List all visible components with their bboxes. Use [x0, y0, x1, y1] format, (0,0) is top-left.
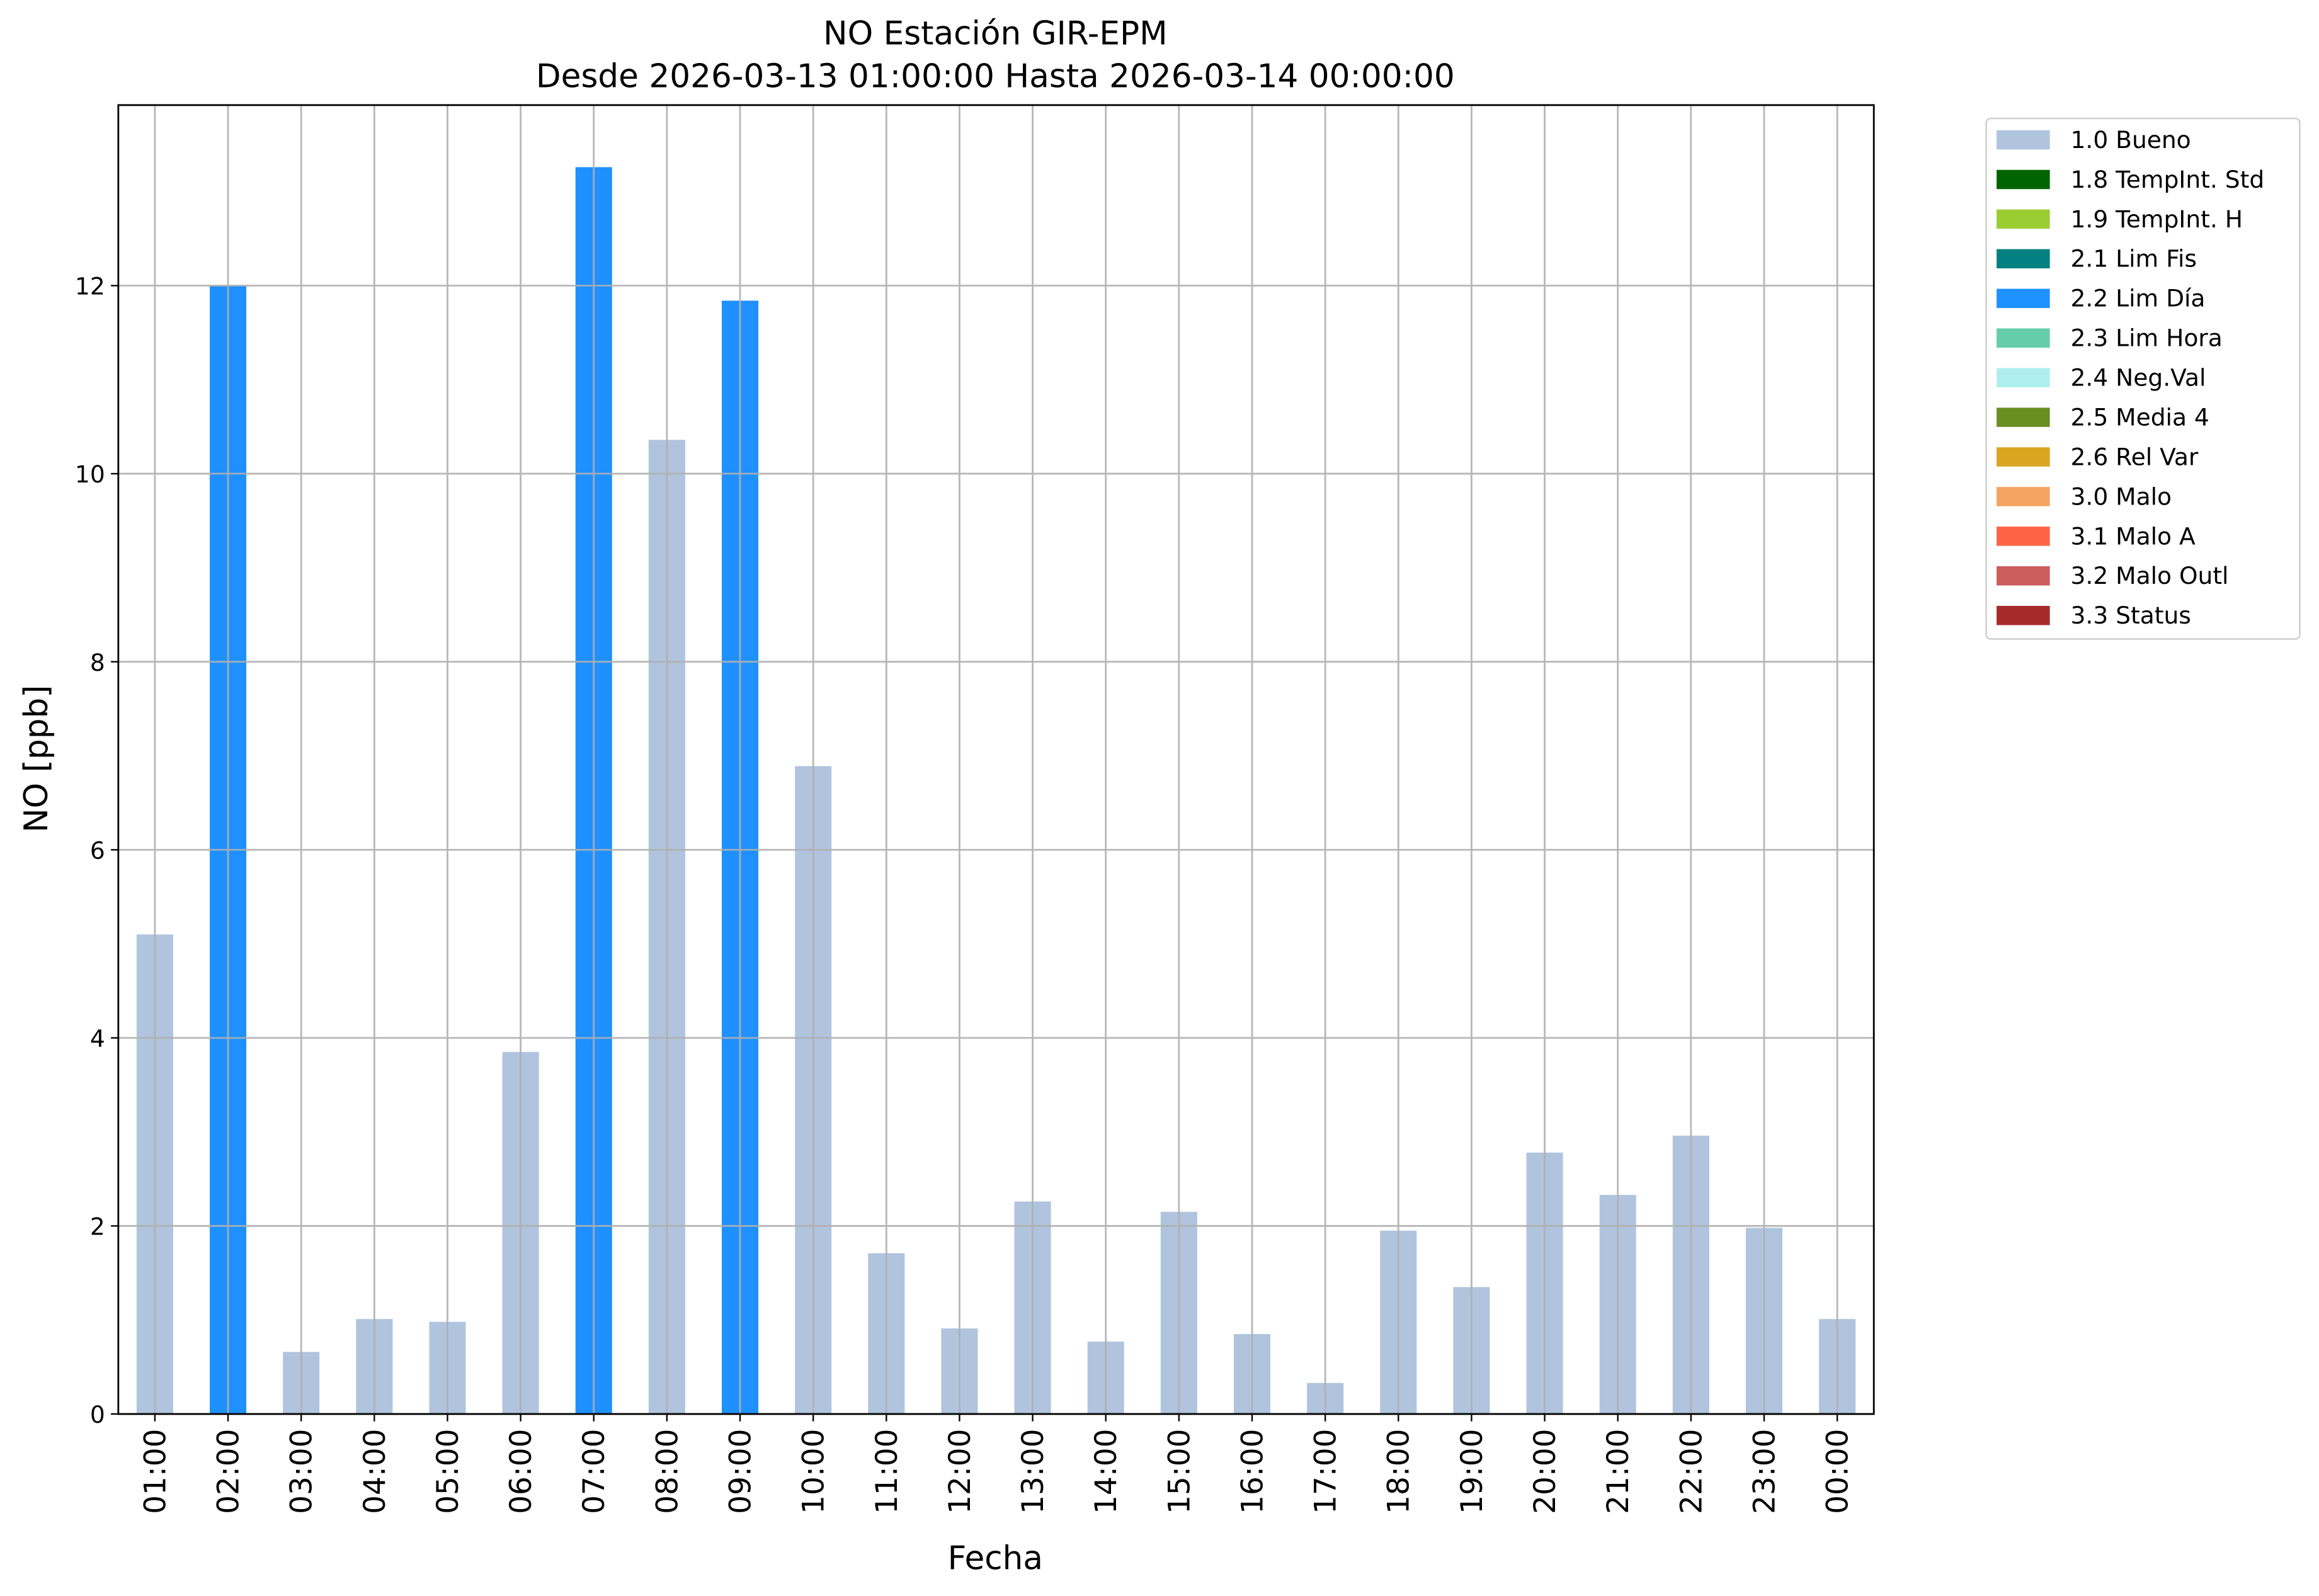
legend-swatch — [1997, 527, 2050, 546]
x-tick-label: 14:00 — [1089, 1429, 1124, 1514]
x-tick-label: 07:00 — [577, 1429, 612, 1514]
legend-label: 3.0 Malo — [2071, 482, 2172, 510]
x-tick-label: 18:00 — [1382, 1429, 1416, 1514]
legend-label: 3.3 Status — [2071, 601, 2191, 629]
x-tick-label: 21:00 — [1601, 1429, 1636, 1514]
y-tick-label: 8 — [90, 649, 105, 676]
legend-label: 2.6 Rel Var — [2071, 443, 2199, 470]
legend-box — [1985, 117, 2301, 640]
legend-swatch — [1997, 566, 2050, 586]
legend-swatch — [1997, 368, 2050, 387]
legend-label: 2.5 Media 4 — [2071, 403, 2209, 431]
legend-swatch — [1997, 209, 2050, 229]
legend-label: 1.9 TempInt. H — [2071, 205, 2243, 233]
legend-label: 1.8 TempInt. Std — [2071, 166, 2265, 193]
legend-swatch — [1997, 169, 2050, 190]
legend-label: 3.2 Malo Outl — [2071, 562, 2229, 590]
legend-swatch — [1997, 288, 2050, 309]
legend-swatch — [1997, 605, 2050, 625]
y-tick-label: 12 — [75, 273, 105, 300]
legend-swatch — [1997, 130, 2050, 150]
x-tick-label: 00:00 — [1821, 1429, 1855, 1514]
legend-label: 2.3 Lim Hora — [2071, 324, 2223, 352]
x-tick-label: 16:00 — [1235, 1429, 1270, 1514]
legend-swatch — [1997, 487, 2050, 506]
x-tick-label: 17:00 — [1309, 1429, 1343, 1514]
x-tick-label: 01:00 — [138, 1429, 173, 1514]
legend-swatch — [1997, 408, 2050, 427]
x-tick-label: 12:00 — [943, 1429, 977, 1514]
bars — [136, 167, 1856, 1415]
x-axis-label: Fecha — [948, 1540, 1043, 1578]
x-tick-label: 15:00 — [1162, 1429, 1197, 1514]
x-tick-label: 13:00 — [1016, 1429, 1051, 1514]
x-tick-label: 11:00 — [870, 1429, 904, 1514]
x-tick-label: 19:00 — [1455, 1429, 1490, 1514]
x-tick-label: 08:00 — [650, 1429, 685, 1514]
x-tick-label: 09:00 — [723, 1429, 758, 1514]
x-tick-label: 22:00 — [1674, 1429, 1709, 1514]
x-tick-label: 05:00 — [431, 1429, 465, 1514]
y-tick-label: 0 — [90, 1401, 105, 1428]
legend-swatch — [1997, 328, 2050, 348]
legend-label: 2.2 Lim Día — [2071, 285, 2206, 312]
legend-label: 3.1 Malo A — [2071, 522, 2196, 550]
legend-swatch — [1997, 249, 2050, 269]
y-tick-label: 2 — [90, 1213, 105, 1241]
x-tick-label: 06:00 — [504, 1429, 538, 1514]
x-tick-label: 10:00 — [797, 1429, 831, 1514]
legend-label: 2.1 Lim Fis — [2071, 245, 2197, 273]
chart-title: NO Estación GIR-EPM — [823, 15, 1168, 53]
y-tick-label: 6 — [90, 836, 105, 864]
x-tick-label: 02:00 — [212, 1429, 246, 1514]
plot-frame — [117, 104, 1875, 1415]
x-tick-label: 04:00 — [358, 1429, 392, 1514]
chart-subtitle: Desde 2026-03-13 01:00:00 Hasta 2026-03-… — [536, 58, 1455, 96]
legend-swatch — [1997, 447, 2050, 467]
legend-label: 2.4 Neg.Val — [2071, 364, 2206, 392]
y-tick-label: 10 — [75, 460, 105, 488]
x-tick-label: 20:00 — [1528, 1429, 1563, 1514]
y-axis-label: NO [ppb] — [18, 685, 55, 833]
legend-label: 1.0 Bueno — [2071, 126, 2191, 154]
y-tick-label: 4 — [90, 1025, 105, 1052]
x-tick-label: 03:00 — [285, 1429, 319, 1514]
x-tick-label: 23:00 — [1747, 1429, 1782, 1514]
